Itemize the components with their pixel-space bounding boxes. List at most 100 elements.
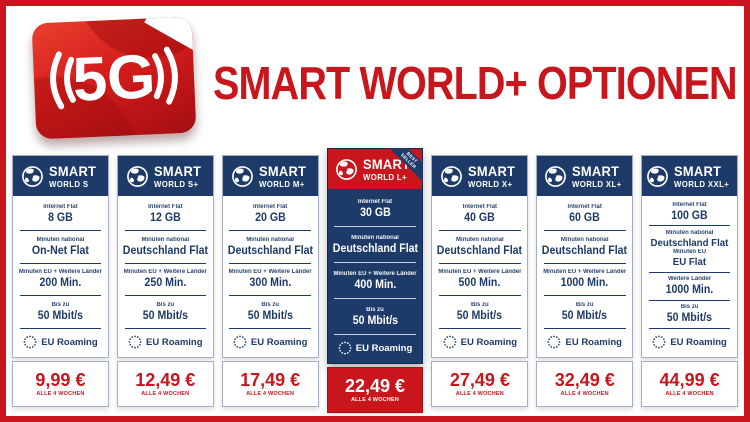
- plan-feature-section: Bis zu 50 Mbit/s: [328, 306, 423, 328]
- eu-roaming-row: EU Roaming: [432, 329, 527, 357]
- feature-label: Minuten national: [246, 236, 294, 243]
- eu-roaming-label: EU Roaming: [670, 336, 727, 348]
- feature-value: Deutschland Flat: [227, 244, 313, 257]
- plan-feature-section: Internet Flat 100 GB: [642, 201, 737, 223]
- section-divider: [19, 295, 102, 297]
- feature-label: Bis zu: [471, 302, 489, 309]
- price-box: 9,99 € ALLE 4 WOCHEN: [12, 361, 109, 407]
- feature-label: Bis zu: [680, 304, 699, 311]
- feature-value: 50 Mbit/s: [457, 310, 503, 323]
- price-box: 27,49 € ALLE 4 WOCHEN: [431, 361, 529, 407]
- globe-icon: [441, 165, 463, 187]
- feature-value: Deutschland Flat: [650, 236, 729, 249]
- section-divider: [334, 262, 416, 263]
- price-period: ALLE 4 WOCHEN: [36, 391, 85, 397]
- feature-value: 50 Mbit/s: [352, 314, 398, 327]
- plan-feature-section: Internet Flat 8 GB: [13, 203, 108, 225]
- plan-feature-section: Minuten national Deutschland Flat: [328, 234, 423, 256]
- plan-feature-section: Bis zu 50 Mbit/s: [13, 301, 108, 323]
- eu-stars-icon: [652, 335, 666, 349]
- price-period: ALLE 4 WOCHEN: [665, 391, 714, 397]
- feature-label: Minuten EU + Weitere Länder: [228, 269, 312, 276]
- plan-feature-section: Minuten EU + Weitere Länder 300 Min.: [223, 268, 318, 290]
- section-divider: [229, 229, 311, 231]
- feature-label: Internet Flat: [43, 203, 78, 210]
- feature-label: Bis zu: [261, 302, 279, 309]
- plan-name: SMART WORLD S+: [154, 164, 201, 189]
- eu-roaming-row: EU Roaming: [223, 329, 318, 357]
- page-title: SMART WORLD+ OPTIONEN: [213, 57, 738, 109]
- plan-name: SMART WORLD M+: [259, 164, 306, 189]
- eu-roaming-row: EU Roaming: [328, 335, 423, 363]
- eu-roaming-label: EU Roaming: [355, 342, 413, 354]
- plan-card-world-xl-plus: SMART WORLD XL+ Internet Flat 60 GB Minute…: [536, 155, 634, 407]
- section-divider: [19, 328, 102, 329]
- plan-card-body: Internet Flat 12 GB Minuten national Deutsc…: [118, 196, 213, 328]
- price-value: 44,99 €: [659, 370, 720, 390]
- feature-value: 8 GB: [48, 211, 73, 224]
- section-divider: [648, 299, 731, 301]
- section-divider: [19, 262, 102, 264]
- plan-tier: WORLD X+: [468, 178, 513, 189]
- price-period: ALLE 4 WOCHEN: [560, 391, 609, 397]
- section-divider: [439, 262, 521, 264]
- feature-value: 50 Mbit/s: [562, 310, 608, 323]
- plan-card-top: SMART WORLD XL+ Internet Flat 60 GB Minute…: [536, 155, 634, 358]
- plan-card-body: Internet Flat 30 GB Minuten national Deutsc…: [328, 189, 423, 334]
- feature-label: Weitere Länder: [667, 276, 712, 283]
- eu-roaming-row: EU Roaming: [118, 329, 213, 357]
- feature-value: 20 GB: [254, 211, 286, 224]
- feature-label: Minuten national: [141, 236, 190, 243]
- plan-card-world-xxl-plus: SMART WORLD XXL+ Internet Flat 100 GB Minu…: [641, 155, 739, 407]
- section-divider: [229, 328, 311, 329]
- feature-label: Bis zu: [156, 302, 175, 309]
- plan-feature-section: Bis zu 50 Mbit/s: [537, 301, 632, 323]
- eu-stars-icon: [443, 335, 457, 349]
- plan-card-header: SMART WORLD S+: [117, 156, 213, 196]
- feature-label: Minuten national: [351, 234, 399, 241]
- feature-label: Internet Flat: [567, 203, 602, 210]
- feature-label: Minuten EU + Weitere Länder: [18, 269, 102, 276]
- eu-stars-icon: [23, 335, 37, 349]
- price-period: ALLE 4 WOCHEN: [141, 391, 190, 397]
- price-value: 17,49 €: [240, 370, 301, 390]
- svg-text:5G: 5G: [71, 42, 157, 115]
- feature-label: Internet Flat: [252, 203, 288, 210]
- plan-tier: WORLD S: [48, 178, 89, 189]
- plan-card-top: SMART WORLD S+ Internet Flat 12 GB Minuten…: [116, 155, 214, 358]
- plan-feature-section: Minuten EU + Weitere Länder 400 Min.: [328, 270, 423, 292]
- section-divider: [124, 328, 207, 329]
- feature-label: Internet Flat: [357, 198, 393, 205]
- price-box: 44,99 € ALLE 4 WOCHEN: [641, 361, 739, 407]
- plan-brand: SMART: [48, 162, 96, 179]
- plan-card-header: SMART WORLD S: [13, 156, 108, 196]
- section-divider: [543, 262, 626, 264]
- plan-card-world-s: SMART WORLD S Internet Flat 8 GB Minuten n…: [12, 155, 109, 407]
- feature-value: 50 Mbit/s: [142, 310, 188, 323]
- feature-value: EU Flat: [672, 255, 707, 268]
- feature-value: 40 GB: [464, 211, 496, 224]
- price-period: ALLE 4 WOCHEN: [455, 391, 504, 397]
- plan-feature-section: Minuten EU + Weitere Länder 1000 Min.: [537, 268, 632, 290]
- feature-value: 1000 Min.: [560, 277, 609, 290]
- plan-feature-section: Minuten national Deutschland Flat: [223, 236, 318, 258]
- plan-tier: WORLD XXL+: [673, 178, 729, 189]
- plan-name: SMART WORLD X+: [468, 164, 515, 189]
- plan-tier: WORLD M+: [258, 178, 305, 189]
- plan-feature-section: Minuten EU + Weitere Länder 500 Min.: [432, 268, 527, 290]
- plan-feature-section: Bis zu 50 Mbit/s: [432, 301, 527, 323]
- eu-roaming-label: EU Roaming: [250, 336, 308, 348]
- feature-label: Minuten EU + Weitere Länder: [438, 269, 522, 276]
- feature-label: Minuten EU + Weitere Länder: [333, 270, 417, 277]
- section-divider: [124, 229, 207, 231]
- feature-label: Minuten national: [560, 236, 609, 243]
- feature-value: 500 Min.: [458, 277, 501, 290]
- price-period: ALLE 4 WOCHEN: [246, 391, 295, 397]
- feature-label: Minuten national: [456, 236, 504, 243]
- plan-card-body: Internet Flat 20 GB Minuten national Deutsc…: [223, 196, 318, 328]
- plan-feature-section: Bis zu 50 Mbit/s: [223, 301, 318, 323]
- section-divider: [334, 226, 416, 227]
- eu-stars-icon: [128, 335, 142, 349]
- 5g-signal-icon: 5G: [50, 42, 178, 115]
- section-divider: [124, 295, 207, 297]
